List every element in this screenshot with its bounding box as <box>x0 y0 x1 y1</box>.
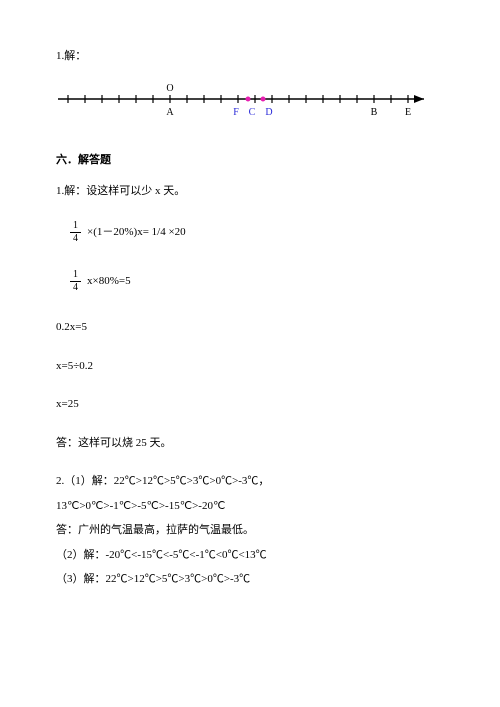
q1-eq1-right: ×(1－20%)x= 1/4 ×20 <box>87 224 186 241</box>
q2-line1: 2.（1）解：22℃>12℃>5℃>3℃>0℃>-3℃， <box>56 473 444 490</box>
label-F: F <box>233 107 239 118</box>
q1-stem: 1.解：设这样可以少 x 天。 <box>56 183 444 200</box>
q2-line3: 答：广州的气温最高，拉萨的气温最低。 <box>56 522 444 539</box>
q1-eq4: x=5÷0.2 <box>56 358 444 375</box>
section-6-heading: 六．解答题 <box>56 152 444 169</box>
q1-eq1: 1 4 ×(1－20%)x= 1/4 ×20 <box>70 221 444 244</box>
label-E: E <box>405 107 411 118</box>
q1-eq5: x=25 <box>56 396 444 413</box>
q2-line5: （3）解：22℃>12℃>5℃>3℃>0℃>-3℃ <box>56 571 444 588</box>
label-A: A <box>166 107 174 118</box>
q2-line2: 13℃>0℃>-1℃>-5℃>-15℃>-20℃ <box>56 498 444 515</box>
fraction-1-4-b: 1 4 <box>70 270 81 293</box>
q1-eq3: 0.2x=5 <box>56 319 444 336</box>
q1-eq2: 1 4 x×80%=5 <box>70 270 444 293</box>
number-line-figure: O A F C D B E <box>56 79 444 135</box>
label-B: B <box>371 107 378 118</box>
q1-answer: 答：这样可以烧 25 天。 <box>56 435 444 452</box>
q1-eq2-right: x×80%=5 <box>87 273 131 290</box>
problem-1-label: 1.解： <box>56 48 444 65</box>
label-D: D <box>265 107 272 118</box>
fraction-1-4-a: 1 4 <box>70 221 81 244</box>
q2-line4: （2）解：-20℃<-15℃<-5℃<-1℃<0℃<13℃ <box>56 547 444 564</box>
label-O: O <box>166 83 173 94</box>
number-line-svg: O A F C D B E <box>56 79 436 129</box>
label-C: C <box>249 107 256 118</box>
